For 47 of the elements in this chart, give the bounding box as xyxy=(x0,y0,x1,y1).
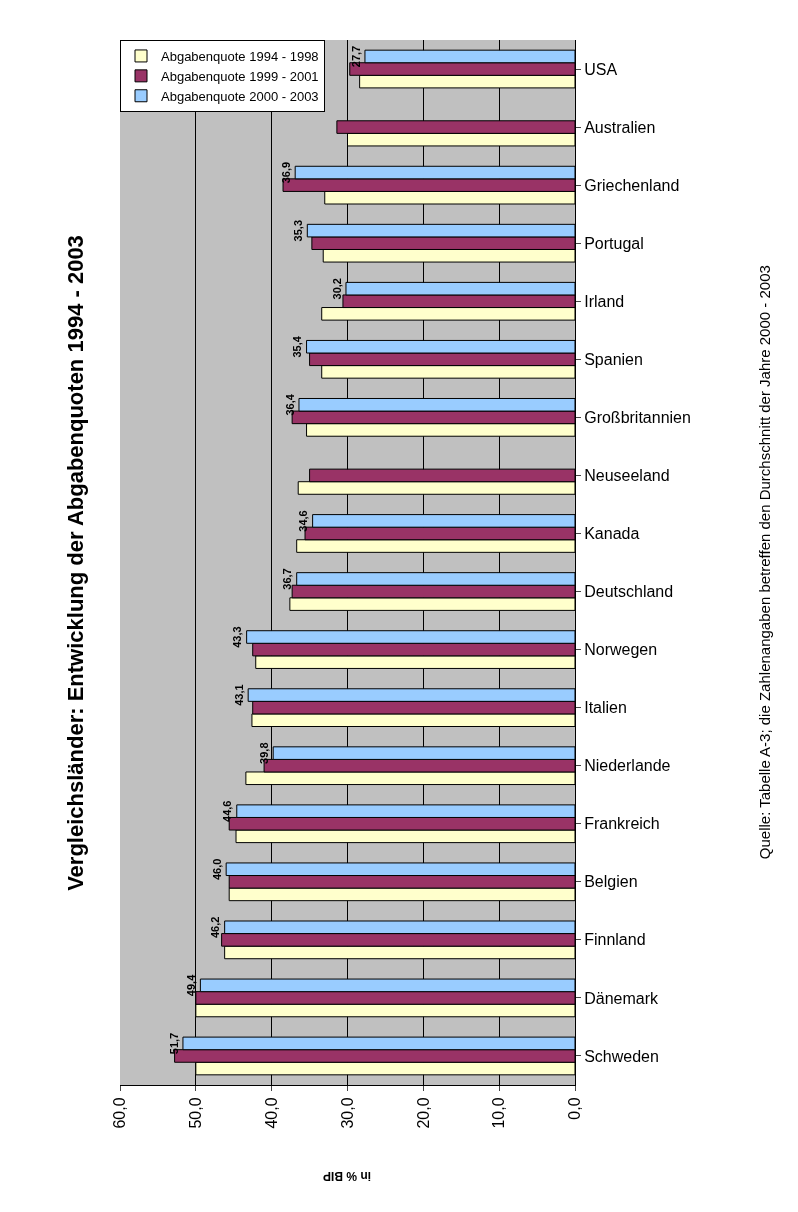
y-tick-label: Kanada xyxy=(584,525,640,543)
y-tick-label: Norwegen xyxy=(584,641,658,659)
y-tick-label: Portugal xyxy=(584,234,644,252)
data-label: 34,6 xyxy=(297,510,310,532)
y-tick-label: USA xyxy=(584,60,618,78)
text: Vergleichsländer: Entwicklung der Abgabenquoten 1994 - 2003 xyxy=(62,235,88,891)
legend-label: Abgabenquote 2000 - 2003 xyxy=(161,88,319,104)
legend-label: Abgabenquote 1994 - 1998 xyxy=(161,49,319,65)
source-note: Quelle: Tabelle A-3; die Zahlenangaben betreffen den Durchschnitt der Jahre 2000 - 2003 xyxy=(756,265,774,860)
y-tick-label: Schweden xyxy=(584,1047,659,1065)
y-tick-label: Großbritannien xyxy=(584,408,691,426)
x-tick-label: 20,0 xyxy=(414,1097,432,1129)
y-tick-label: Neuseeland xyxy=(584,467,670,485)
data-label: 51,7 xyxy=(167,1032,180,1055)
data-label: 43,3 xyxy=(231,626,244,648)
data-label: 49,4 xyxy=(185,973,198,997)
legend-label: Abgabenquote 1999 - 2001 xyxy=(161,68,319,84)
x-tick-label: 50,0 xyxy=(187,1097,205,1129)
data-label: 36,4 xyxy=(283,393,296,416)
y-tick-label: Griechenland xyxy=(584,176,680,194)
data-label: 36,7 xyxy=(281,568,294,590)
y-tick-label: Irland xyxy=(584,292,625,310)
data-label: 39,8 xyxy=(257,742,270,764)
y-tick-label: Australien xyxy=(584,118,656,136)
data-label: 36,9 xyxy=(279,161,292,184)
data-label: 46,0 xyxy=(210,858,223,881)
data-label: 35,3 xyxy=(291,219,304,242)
y-tick-label: Deutschland xyxy=(584,583,674,601)
y-tick-label: Dänemark xyxy=(584,989,659,1007)
x-tick-label: 30,0 xyxy=(338,1097,356,1129)
x-axis-title: in % BIP xyxy=(322,1168,371,1183)
y-tick-label: Spanien xyxy=(584,350,643,368)
x-tick-label: 40,0 xyxy=(262,1097,280,1129)
x-tick-label: 60,0 xyxy=(111,1097,129,1129)
x-tick-label: 10,0 xyxy=(490,1097,508,1129)
data-label: 46,2 xyxy=(209,916,222,939)
data-label: 30,2 xyxy=(330,278,343,300)
x-tick-label: 0,0 xyxy=(566,1097,584,1120)
y-tick-label: Niederlande xyxy=(584,757,671,775)
y-tick-label: Frankreich xyxy=(584,815,660,833)
y-tick-label: Italien xyxy=(584,699,627,717)
y-tick-label: Finnland xyxy=(584,931,646,949)
data-label: 44,6 xyxy=(221,800,234,822)
data-label: 35,4 xyxy=(291,335,304,358)
y-tick-label: Belgien xyxy=(584,873,638,891)
data-label: 27,7 xyxy=(349,45,362,68)
data-label: 43,1 xyxy=(232,684,245,706)
